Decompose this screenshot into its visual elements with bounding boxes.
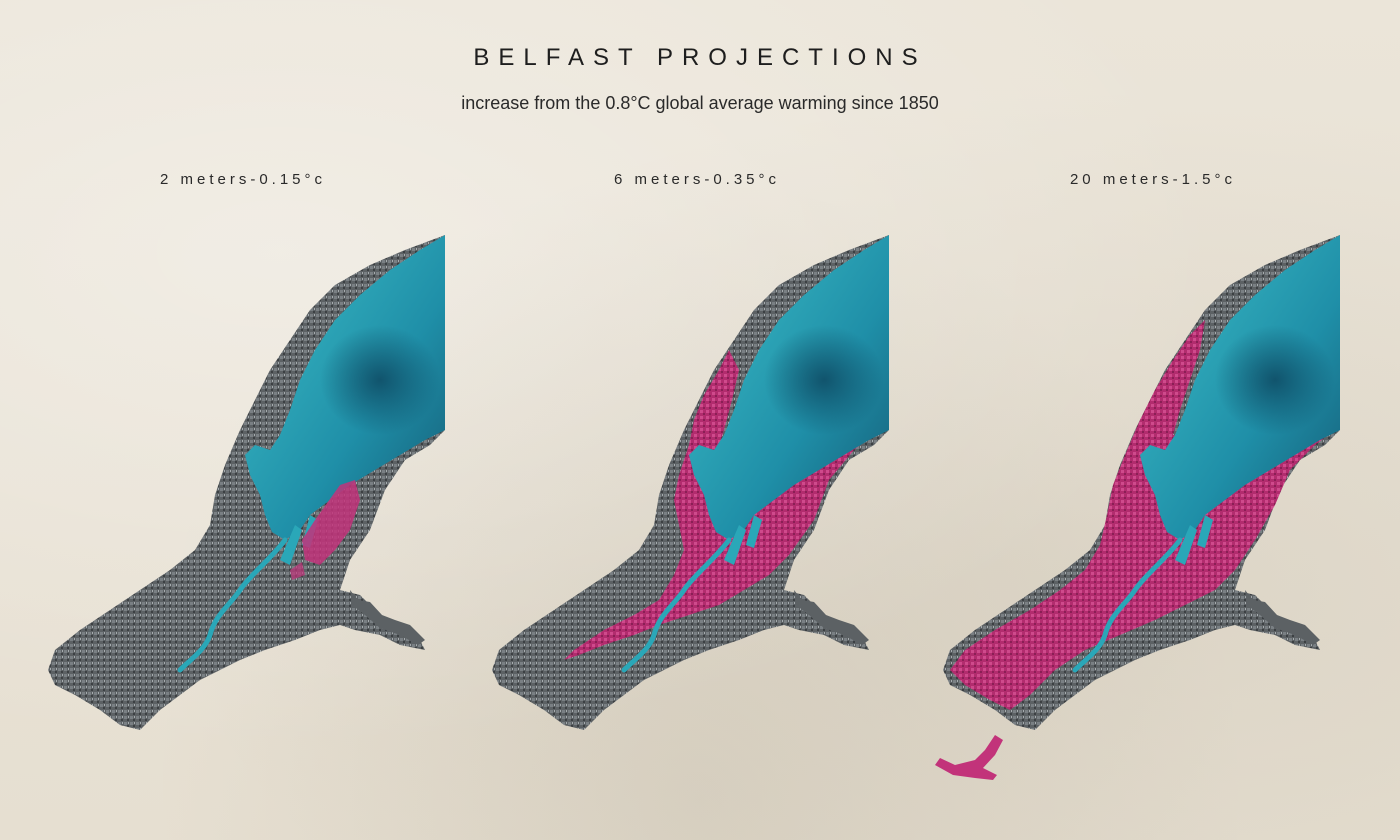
river-lagan (621, 537, 732, 673)
eastern-river-fringe (1245, 590, 1320, 645)
flood-zone (950, 320, 1335, 710)
river-lagan (177, 537, 288, 673)
river-lagan (1072, 537, 1183, 673)
panel-label-2m: 2 meters-0.15°c (159, 171, 327, 188)
panel-label-6m: 6 meters-0.35°c (613, 171, 781, 188)
map-panel-6m (484, 230, 904, 800)
belfast-map-20m (935, 235, 1340, 780)
belfast-map-6m (492, 235, 889, 730)
eastern-river-fringe (794, 590, 869, 645)
page-title: BELFAST PROJECTIONS (473, 44, 927, 71)
flood-zone (302, 480, 360, 565)
eastern-river-fringe (350, 590, 425, 645)
map-panel-20m (935, 230, 1355, 800)
page-subtitle: increase from the 0.8°C global average w… (461, 93, 939, 113)
belfast-map-2m (48, 235, 445, 730)
southern-flood-tributary (935, 735, 1003, 780)
map-panel-2m (40, 230, 460, 800)
panel-label-20m: 20 meters-1.5°c (1069, 171, 1237, 188)
